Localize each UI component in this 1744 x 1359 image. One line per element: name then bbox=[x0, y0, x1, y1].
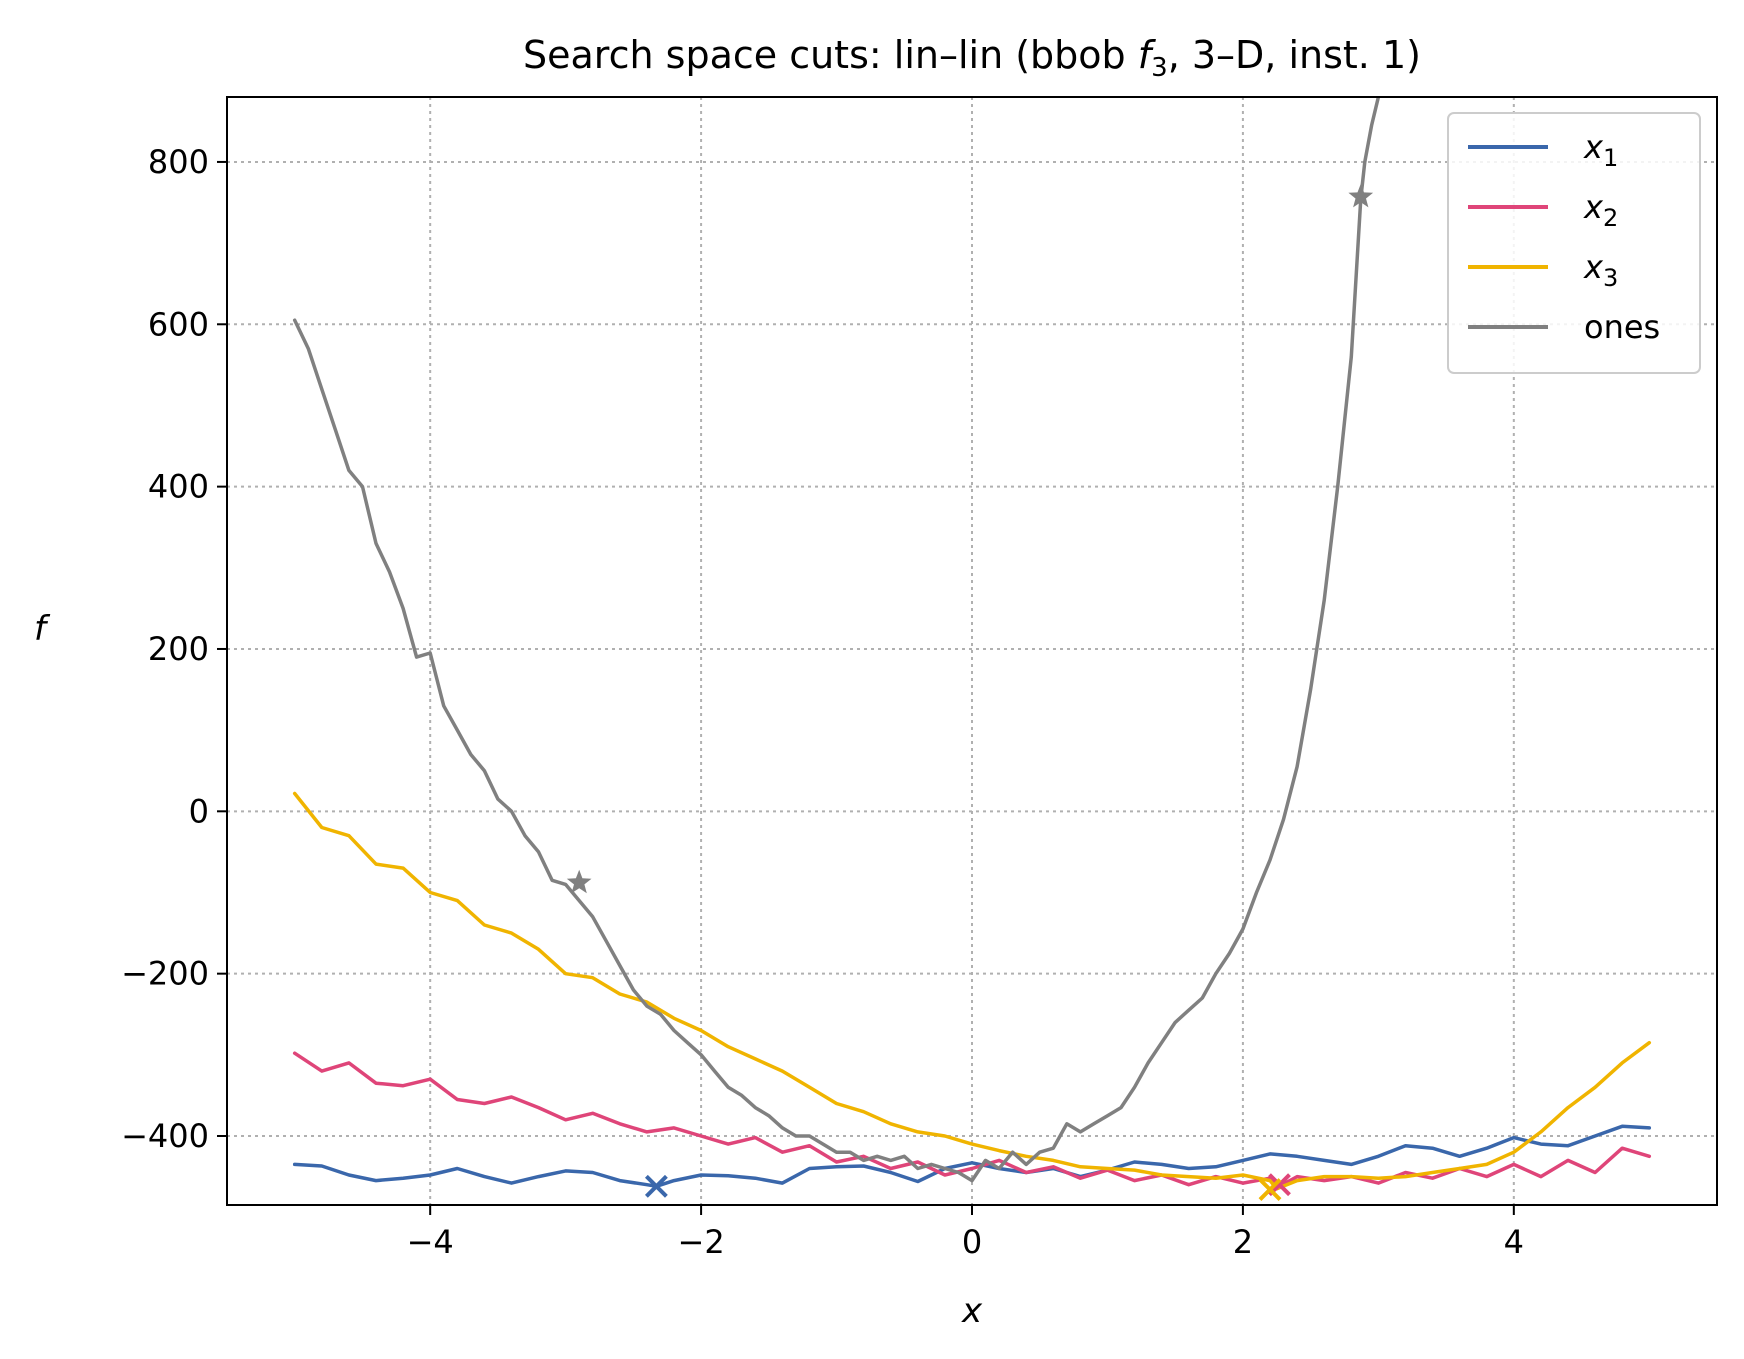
x-tick-label: −2 bbox=[678, 1223, 725, 1261]
star-marker bbox=[1348, 183, 1374, 208]
x-tick-label: −4 bbox=[407, 1223, 454, 1261]
chart-title: Search space cuts: lin–lin (bbob f3, 3–D… bbox=[523, 33, 1421, 83]
series-line-ones bbox=[292, 97, 1381, 1183]
legend-entry: x2 bbox=[1583, 188, 1618, 232]
minimum-x-marker bbox=[644, 1174, 668, 1198]
star-marker bbox=[566, 869, 592, 894]
x-tick-label: 2 bbox=[1233, 1223, 1253, 1261]
y-tick-label: 0 bbox=[189, 792, 209, 830]
x-tick-label: 4 bbox=[1504, 1223, 1524, 1261]
y-tick-label: −200 bbox=[121, 955, 209, 993]
legend-entry: x3 bbox=[1583, 248, 1618, 292]
y-tick-label: 600 bbox=[148, 305, 209, 343]
x-axis-label: x bbox=[961, 1291, 983, 1331]
grid-lines bbox=[227, 97, 1717, 1205]
legend-entry: x1 bbox=[1583, 128, 1618, 172]
x-tick-label: 0 bbox=[962, 1223, 982, 1261]
y-tick-label: 800 bbox=[148, 143, 209, 181]
series-line-x1 bbox=[292, 1124, 1652, 1189]
minimum-x-marker bbox=[1258, 1178, 1282, 1201]
series-line-x3 bbox=[292, 791, 1652, 1191]
marker-layer bbox=[566, 183, 1374, 1201]
legend: x1 x2 x3 ones bbox=[1447, 112, 1701, 374]
y-tick-label: 200 bbox=[148, 630, 209, 668]
y-tick-label: −400 bbox=[121, 1117, 209, 1155]
legend-entry: ones bbox=[1584, 308, 1660, 346]
series-layer bbox=[292, 97, 1652, 1191]
axis-ticks: −4 −2 0 2 4 800 600 400 200 0 −200 −400 bbox=[121, 143, 1524, 1261]
legend-box bbox=[1447, 112, 1701, 374]
y-tick-label: 400 bbox=[148, 468, 209, 506]
